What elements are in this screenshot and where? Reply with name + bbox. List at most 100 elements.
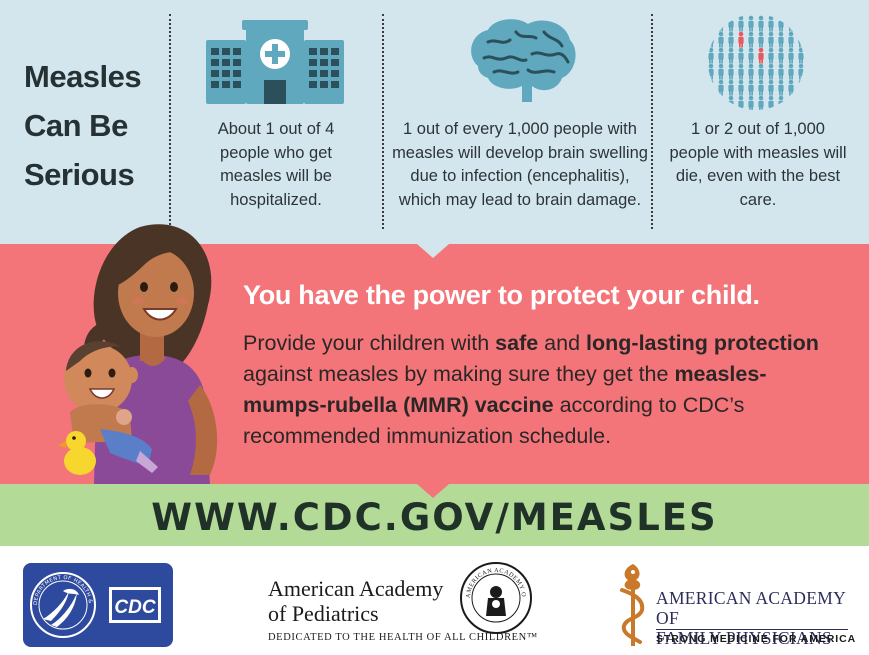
aafp-caduceus-icon bbox=[620, 564, 645, 646]
para-emphasis: long-lasting protection bbox=[586, 331, 819, 355]
aafp-logo[interactable]: AMERICAN ACADEMY OF FAMILY PHYSICIANS bbox=[656, 588, 869, 648]
person-figure bbox=[718, 47, 724, 64]
person-figure bbox=[718, 63, 724, 80]
para-text: and bbox=[538, 331, 587, 355]
person-figure bbox=[708, 31, 714, 48]
hhs-seal-text: DEPARTMENT OF HEALTH & HUMAN SERVICES US… bbox=[21, 559, 93, 606]
person-figure bbox=[768, 63, 774, 80]
person-figure bbox=[778, 15, 784, 32]
hhs-eagle-seal-icon: DEPARTMENT OF HEALTH & HUMAN SERVICES US… bbox=[21, 559, 161, 638]
person-figure bbox=[798, 47, 804, 64]
person-figure bbox=[788, 79, 794, 96]
protection-paragraph: Provide your children with safe and long… bbox=[243, 328, 843, 452]
person-figure bbox=[738, 95, 744, 110]
pointer-notch bbox=[417, 244, 449, 258]
person-figure bbox=[788, 15, 794, 32]
person-figure bbox=[718, 31, 724, 48]
person-figure bbox=[728, 79, 734, 96]
para-emphasis: safe bbox=[495, 331, 539, 355]
people-crowd-icon bbox=[708, 15, 804, 110]
person-figure bbox=[778, 63, 784, 80]
person-figure bbox=[798, 63, 804, 80]
person-figure bbox=[718, 95, 724, 110]
person-figure bbox=[708, 95, 714, 110]
aafp-name-line: FAMILY PHYSICIANS bbox=[656, 628, 832, 648]
person-figure bbox=[798, 95, 804, 110]
mother-baby-illustration bbox=[58, 224, 218, 485]
aap-name-line: American Academy bbox=[268, 576, 444, 601]
aafp-name-line: AMERICAN ACADEMY OF bbox=[656, 588, 846, 628]
para-emphasis: measles-mumps-rubella (MMR) vaccine bbox=[243, 362, 767, 417]
website-link[interactable]: WWW.CDC.GOV/MEASLES bbox=[151, 496, 718, 539]
protection-headline: You have the power to protect your child… bbox=[243, 280, 760, 310]
person-figure bbox=[798, 79, 804, 96]
para-text: against measles by making sure they get … bbox=[243, 362, 675, 386]
person-figure bbox=[778, 95, 784, 110]
aap-name-line: of Pediatrics bbox=[268, 601, 379, 626]
person-figure bbox=[728, 31, 734, 48]
person-figure bbox=[768, 95, 774, 110]
pointer-notch bbox=[417, 484, 449, 498]
person-figure bbox=[738, 31, 744, 48]
person-figure bbox=[788, 63, 794, 80]
person-figure bbox=[738, 63, 744, 80]
aafp-tagline: STRONG MEDICINE FOR AMERICA bbox=[656, 633, 857, 645]
person-figure bbox=[798, 15, 804, 32]
person-figure bbox=[708, 79, 714, 96]
hhs-cdc-logo[interactable]: DEPARTMENT OF HEALTH & HUMAN SERVICES US… bbox=[21, 559, 173, 647]
divider bbox=[382, 14, 384, 229]
aafp-divider bbox=[656, 629, 848, 630]
person-figure bbox=[768, 31, 774, 48]
person-figure bbox=[758, 47, 764, 64]
person-figure bbox=[718, 79, 724, 96]
person-figure bbox=[758, 63, 764, 80]
person-figure bbox=[738, 47, 744, 64]
aap-tagline: DEDICATED TO THE HEALTH OF ALL CHILDREN™ bbox=[268, 632, 538, 643]
person-figure bbox=[748, 95, 754, 110]
para-text: Provide your children with bbox=[243, 331, 496, 355]
person-figure bbox=[758, 79, 764, 96]
person-figure bbox=[728, 15, 734, 32]
person-figure bbox=[758, 95, 764, 110]
aap-seal-icon: AMERICAN ACADEMY OF PEDIATRICS bbox=[458, 560, 532, 634]
stat-hospitalized: About 1 out of 4 people who get measles … bbox=[217, 120, 335, 209]
person-figure bbox=[778, 47, 784, 64]
headline: Measles Can Be Serious bbox=[24, 59, 142, 192]
person-figure bbox=[788, 95, 794, 110]
person-figure bbox=[748, 31, 754, 48]
cdc-logo-text: CDC bbox=[114, 597, 155, 618]
divider bbox=[169, 14, 171, 229]
person-figure bbox=[728, 63, 734, 80]
statistics-panel bbox=[0, 0, 869, 244]
person-figure bbox=[728, 47, 734, 64]
divider bbox=[651, 14, 653, 229]
aap-logo[interactable]: American Academy of Pediatrics bbox=[268, 576, 443, 626]
person-figure bbox=[768, 79, 774, 96]
person-figure bbox=[748, 63, 754, 80]
person-figure bbox=[778, 31, 784, 48]
stat-encephalitis: 1 out of every 1,000 people with measles… bbox=[392, 120, 648, 209]
person-figure bbox=[798, 31, 804, 48]
person-figure bbox=[718, 15, 724, 32]
person-figure bbox=[748, 47, 754, 64]
person-figure bbox=[738, 15, 744, 32]
person-figure bbox=[758, 31, 764, 48]
person-figure bbox=[748, 79, 754, 96]
person-figure bbox=[708, 63, 714, 80]
person-figure bbox=[778, 79, 784, 96]
brain-icon bbox=[471, 19, 576, 103]
hospital-icon bbox=[206, 20, 344, 104]
person-figure bbox=[748, 15, 754, 32]
stat-death: 1 or 2 out of 1,000 people with measles … bbox=[669, 120, 847, 209]
person-figure bbox=[768, 15, 774, 32]
svg-text:DEPARTMENT OF HEALTH & HUMAN S: DEPARTMENT OF HEALTH & HUMAN SERVICES US… bbox=[23, 563, 93, 606]
person-figure bbox=[738, 79, 744, 96]
person-figure bbox=[708, 47, 714, 64]
person-figure bbox=[708, 15, 714, 32]
person-figure bbox=[728, 95, 734, 110]
para-text: according to CDC’s recommended immunizat… bbox=[243, 393, 745, 448]
person-figure bbox=[788, 47, 794, 64]
person-figure bbox=[768, 47, 774, 64]
person-figure bbox=[758, 15, 764, 32]
person-figure bbox=[788, 31, 794, 48]
